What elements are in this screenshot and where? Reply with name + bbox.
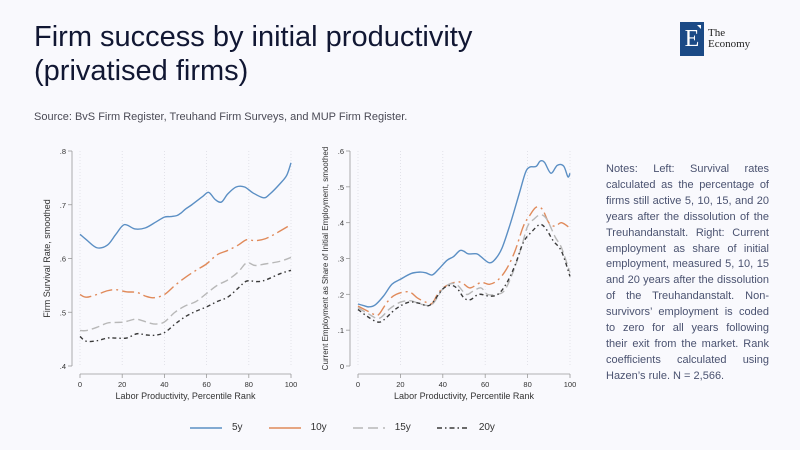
legend-label-5y: 5y bbox=[232, 422, 243, 433]
legend-label-20y: 20y bbox=[478, 422, 495, 433]
right-chart-y-axis-label: Current Employment as Share of Initial E… bbox=[321, 147, 330, 371]
right-chart-y-tick-label: .2 bbox=[338, 290, 344, 299]
legend-label-15y: 15y bbox=[394, 422, 411, 433]
notes-text: Notes: Left: Survival rates calculated a… bbox=[606, 163, 769, 382]
right-chart-series-20y bbox=[357, 223, 571, 323]
right-chart-y-tick-label: .6 bbox=[338, 147, 344, 156]
legend-item-20y: 20y bbox=[436, 422, 495, 433]
logo-text: The Economy bbox=[708, 28, 750, 50]
survival-rate-chart: .4 .5 .6 .7 .8 0 20 40 60 80 100 Labor Productivity… bbox=[42, 147, 298, 401]
title-line-1: Firm success by initial productivity bbox=[34, 21, 473, 53]
title-line-2: (privatised firms) bbox=[34, 55, 249, 87]
right-chart-y-tick-label: .1 bbox=[338, 326, 344, 335]
legend-swatch-20y bbox=[436, 426, 469, 429]
left-chart-x-tick-label: 40 bbox=[160, 380, 168, 389]
right-chart-x-tick-label: 40 bbox=[439, 380, 447, 389]
right-chart-series-10y bbox=[357, 206, 571, 317]
left-chart-y-tick-label: .7 bbox=[60, 201, 66, 210]
left-chart-y-axis-label: Firm Survival Rate, smoothed bbox=[42, 199, 52, 318]
legend-swatch-5y bbox=[190, 426, 222, 429]
right-chart-y-tick-label: .3 bbox=[338, 255, 344, 264]
logo: E The Economy bbox=[680, 22, 750, 56]
right-chart-series-15y bbox=[357, 214, 571, 320]
logo-text-line-2: Economy bbox=[708, 38, 751, 50]
left-chart-y-tick-label: .4 bbox=[60, 362, 66, 371]
left-chart-series-10y bbox=[79, 224, 292, 299]
legend-item-10y: 10y bbox=[268, 422, 327, 433]
left-chart-x-tick-label: 100 bbox=[285, 380, 298, 389]
right-chart-y-tick-label: 0 bbox=[340, 362, 344, 371]
right-chart-x-tick-label: 0 bbox=[356, 380, 360, 389]
left-chart-y-tick-label: .5 bbox=[60, 308, 66, 317]
left-chart-x-tick-label: 80 bbox=[245, 380, 253, 389]
logo-icon: E bbox=[680, 22, 704, 56]
left-chart-x-tick-label: 60 bbox=[202, 380, 210, 389]
left-chart-series-15y bbox=[79, 256, 292, 332]
left-chart-x-tick-label: 20 bbox=[118, 380, 126, 389]
left-chart-x-tick-label: 0 bbox=[78, 380, 82, 389]
left-chart-series-20y bbox=[79, 269, 292, 343]
right-chart-x-tick-label: 20 bbox=[396, 380, 404, 389]
right-chart-x-tick-label: 80 bbox=[523, 380, 531, 389]
chart-legend: 5y 10y 15y 20y bbox=[190, 422, 521, 433]
left-chart-y-tick-label: .6 bbox=[60, 255, 66, 264]
source-note: Source: BvS Firm Register, Treuhand Firm… bbox=[34, 111, 408, 123]
page-title: Firm success by initial productivity (pr… bbox=[34, 20, 472, 88]
legend-swatch-15y bbox=[352, 426, 385, 429]
right-chart-y-tick-label: .5 bbox=[338, 183, 344, 192]
left-chart-series-5y bbox=[79, 162, 292, 249]
right-chart-y-tick-label: .4 bbox=[338, 219, 344, 228]
legend-swatch-10y bbox=[268, 426, 301, 429]
employment-share-chart: 0 .1 .2 .3 .4 .5 .6 0 20 40 60 80 100 Labor Productiv… bbox=[321, 147, 577, 401]
right-chart-x-axis-label: Labor Productivity, Percentile Rank bbox=[394, 391, 534, 401]
right-chart-x-tick-label: 100 bbox=[564, 380, 577, 389]
legend-label-10y: 10y bbox=[310, 422, 327, 433]
logo-text-line-1: The bbox=[708, 27, 726, 39]
left-chart-y-tick-label: .8 bbox=[60, 147, 66, 156]
legend-item-15y: 15y bbox=[352, 422, 411, 433]
right-chart-x-tick-label: 60 bbox=[481, 380, 489, 389]
legend-item-5y: 5y bbox=[190, 422, 243, 433]
left-chart-x-axis-label: Labor Productivity, Percentile Rank bbox=[116, 391, 256, 401]
right-chart-series-5y bbox=[357, 159, 571, 308]
